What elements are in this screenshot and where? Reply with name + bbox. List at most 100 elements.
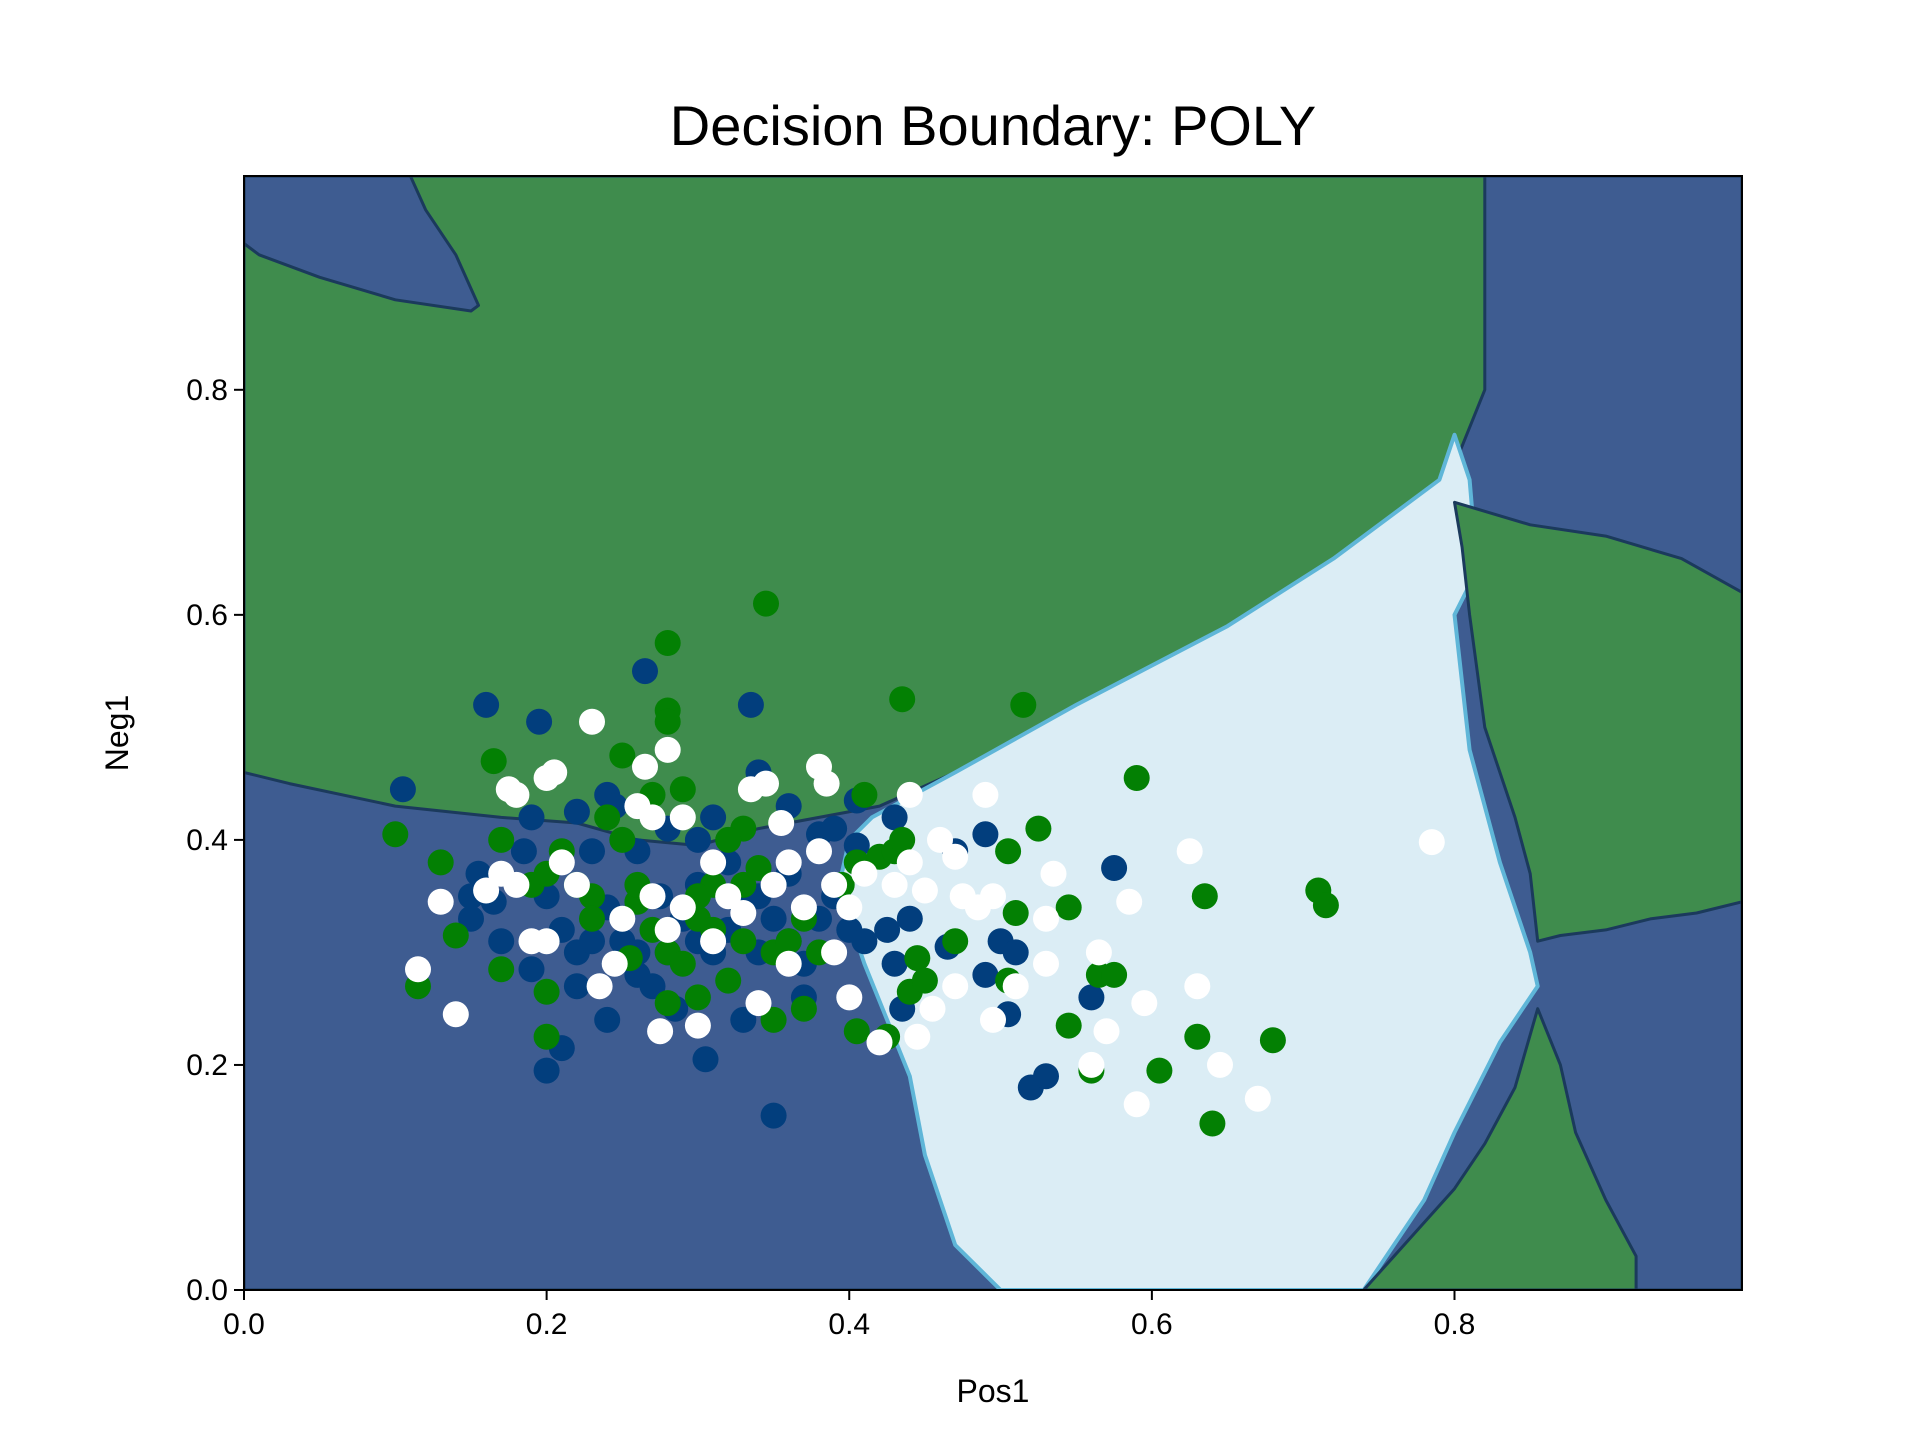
point-class-green [609,827,635,853]
point-class-white [685,1013,711,1039]
point-class-white [980,1007,1006,1033]
y-axis-label: Neg1 [99,695,135,772]
point-class-blue [882,951,908,977]
x-axis-label: Pos1 [957,1373,1030,1409]
y-tick-label: 0.6 [186,599,228,632]
point-class-white [579,709,605,735]
point-class-white [609,906,635,932]
point-class-white [768,810,794,836]
point-class-green [488,827,514,853]
point-class-green [655,630,681,656]
point-class-white [814,771,840,797]
point-class-white [791,894,817,920]
point-class-white [897,782,923,808]
point-class-white [821,939,847,965]
point-class-green [670,776,696,802]
point-class-green [715,968,741,994]
y-tick-label: 0.2 [186,1049,228,1082]
y-tick-label: 0.8 [186,374,228,407]
x-tick-label: 0.0 [223,1308,265,1341]
point-class-white [776,951,802,977]
point-class-white [488,861,514,887]
point-class-white [700,928,726,954]
point-class-blue [511,838,537,864]
point-class-blue [693,1046,719,1072]
x-axis: 0.0 0.2 0.4 0.6 0.8 [223,1290,1475,1341]
point-class-blue [390,776,416,802]
point-class-green [776,928,802,954]
point-class-green [1003,900,1029,926]
point-class-green [844,1018,870,1044]
point-class-green [1010,692,1036,718]
point-class-white [1041,861,1067,887]
point-class-blue [897,906,923,932]
point-class-green [904,945,930,971]
point-class-green [889,827,915,853]
point-class-white [405,956,431,982]
point-class-white [882,872,908,898]
point-class-green [1260,1027,1286,1053]
point-class-green [534,1024,560,1050]
point-class-white [942,844,968,870]
point-class-white [443,1001,469,1027]
point-class-blue [851,928,877,954]
point-class-white [549,849,575,875]
point-class-white [541,759,567,785]
point-class-green [889,686,915,712]
point-class-white [972,782,998,808]
point-class-white [753,771,779,797]
point-class-white [1419,829,1445,855]
point-class-white [746,990,772,1016]
point-class-blue [473,692,499,718]
point-class-green [534,979,560,1005]
point-class-blue [579,928,605,954]
chart-title: Decision Boundary: POLY [670,94,1316,157]
point-class-blue [564,973,590,999]
point-class-white [1116,889,1142,915]
point-class-white [867,1029,893,1055]
point-class-green [1124,765,1150,791]
point-class-green [443,923,469,949]
point-class-green [1101,962,1127,988]
point-class-green [730,928,756,954]
point-class-blue [685,827,711,853]
point-class-white [1124,1091,1150,1117]
point-class-white [1033,951,1059,977]
point-class-blue [1101,855,1127,881]
point-class-green [753,591,779,617]
point-class-white [1177,838,1203,864]
point-class-green [1313,892,1339,918]
point-class-green [912,968,938,994]
point-class-white [1086,939,1112,965]
y-tick-label: 0.0 [186,1274,228,1307]
point-class-blue [488,928,514,954]
point-class-white [655,737,681,763]
point-class-green [481,748,507,774]
point-class-blue [1003,939,1029,965]
point-class-white [1094,1018,1120,1044]
x-tick-label: 0.2 [526,1308,568,1341]
point-class-green [995,838,1021,864]
point-class-green [1056,894,1082,920]
point-class-green [609,743,635,769]
point-class-green [428,849,454,875]
point-class-white [1131,990,1157,1016]
point-class-green [1192,883,1218,909]
y-tick-label: 0.4 [186,824,228,857]
point-class-white [700,849,726,875]
point-class-white [1207,1052,1233,1078]
point-class-white [1245,1086,1271,1112]
point-class-white [851,861,877,887]
point-class-white [980,883,1006,909]
point-class-white [761,872,787,898]
point-class-blue [534,1058,560,1084]
point-class-green [715,827,741,853]
point-class-white [821,872,847,898]
point-class-blue [1078,984,1104,1010]
point-class-blue [564,799,590,825]
point-class-white [836,894,862,920]
point-class-blue [1033,1063,1059,1089]
point-class-white [647,1018,673,1044]
point-class-green [594,804,620,830]
